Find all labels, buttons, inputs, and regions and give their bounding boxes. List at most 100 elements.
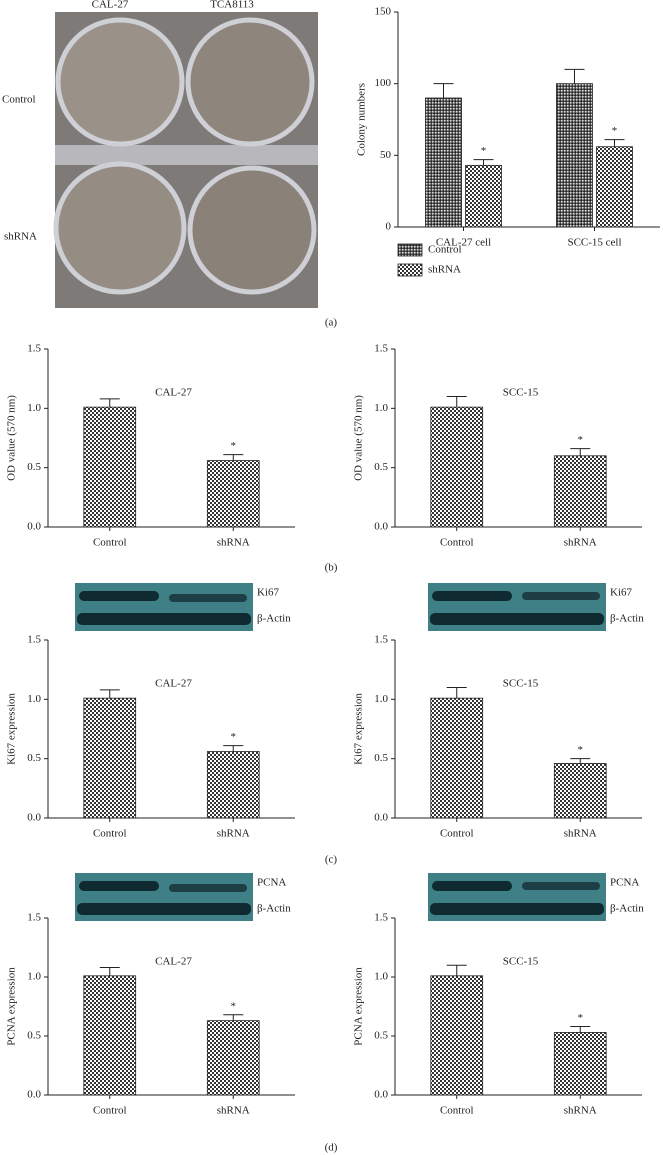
significance-mark: * — [481, 145, 487, 157]
error-bar — [223, 745, 244, 752]
blot-band — [522, 882, 600, 890]
bar — [556, 83, 593, 228]
y-tick-label: 0.0 — [27, 812, 41, 824]
error-bar — [473, 159, 494, 166]
x-tick-label: CAL-27 cell — [436, 237, 491, 249]
error-bar — [570, 758, 591, 764]
y-tick-label: 1.5 — [374, 634, 388, 646]
blot-band — [432, 881, 512, 891]
chart-title: CAL-27 — [155, 956, 192, 968]
panel-label: (b) — [325, 562, 338, 574]
y-tick-label: 1.5 — [374, 912, 388, 924]
y-tick-label: 100 — [375, 77, 392, 89]
blot-label: β-Actin — [610, 613, 644, 625]
bar — [430, 697, 484, 819]
panel-label: (c) — [325, 854, 338, 866]
y-tick-label: 1.5 — [374, 343, 388, 355]
significance-mark: * — [578, 434, 584, 446]
y-tick-label: 0.5 — [374, 752, 388, 764]
blot-band — [522, 592, 600, 600]
y-tick-label: 1.5 — [27, 912, 41, 924]
y-tick-label: 0.5 — [374, 1030, 388, 1042]
y-tick-label: 1.0 — [374, 693, 388, 705]
error-bar — [564, 68, 585, 84]
x-tick-label: SCC-15 cell — [567, 237, 621, 249]
error-bar — [446, 395, 467, 408]
chart-title: CAL-27 — [155, 387, 192, 399]
y-tick-label: 0.0 — [374, 521, 388, 533]
blot-band — [79, 591, 159, 601]
photo-column-label: TCA8113 — [210, 0, 254, 11]
panel-label: (a) — [325, 317, 338, 329]
significance-mark: * — [231, 1000, 237, 1012]
significance-mark: * — [578, 744, 584, 756]
y-tick-label: 1.0 — [27, 402, 41, 414]
y-tick-label: 0 — [386, 221, 392, 233]
error-bar — [433, 83, 454, 98]
x-tick-label: Control — [93, 828, 127, 840]
y-axis-label: Ki67 expression — [353, 693, 365, 765]
error-bar — [99, 689, 120, 699]
x-tick-label: shRNA — [564, 1105, 597, 1117]
y-tick-label: 0.5 — [27, 752, 41, 764]
blot-label: β-Actin — [257, 613, 291, 625]
panel-label: (d) — [325, 1142, 338, 1154]
blot-label: PCNA — [610, 877, 639, 889]
bar — [553, 763, 607, 819]
y-axis-label: OD value (570 nm) — [353, 395, 365, 481]
y-tick-label: 0.5 — [374, 461, 388, 473]
photo-row-label: Control — [2, 94, 36, 106]
bar — [430, 975, 484, 1096]
y-tick-label: 1.5 — [27, 343, 41, 355]
blot-label: Ki67 — [257, 587, 280, 599]
error-bar — [446, 964, 467, 976]
y-tick-label: 0.5 — [27, 461, 41, 473]
bar — [83, 697, 137, 819]
legend-label: shRNA — [428, 264, 461, 276]
blot-band — [430, 613, 604, 625]
legend-swatch — [397, 263, 423, 277]
photo-row-label: shRNA — [4, 231, 37, 243]
chart-title: SCC-15 — [503, 387, 539, 399]
blot-band — [77, 613, 251, 625]
y-axis-label: OD value (570 nm) — [6, 395, 18, 481]
bar — [83, 406, 137, 528]
significance-mark: * — [612, 125, 618, 137]
y-tick-label: 0.0 — [374, 812, 388, 824]
bar — [553, 455, 607, 528]
chart-title: SCC-15 — [503, 956, 539, 968]
blot-band — [432, 591, 512, 601]
y-tick-label: 0.0 — [27, 521, 41, 533]
blot-label: PCNA — [257, 877, 286, 889]
blot-band — [77, 903, 251, 915]
x-tick-label: shRNA — [217, 1105, 250, 1117]
x-tick-label: Control — [93, 537, 127, 549]
error-bar — [604, 139, 625, 147]
blot-label: β-Actin — [257, 903, 291, 915]
bar — [553, 1032, 607, 1096]
y-axis-label: PCNA expression — [353, 967, 365, 1046]
photo-column-label: CAL-27 — [92, 0, 129, 11]
bar — [206, 1020, 260, 1096]
chart-title: SCC-15 — [503, 678, 539, 690]
y-tick-label: 150 — [375, 6, 392, 18]
blot-band — [79, 881, 159, 891]
bar — [596, 146, 633, 228]
y-tick-label: 0.5 — [27, 1030, 41, 1042]
error-bar — [570, 1026, 591, 1033]
x-tick-label: Control — [440, 828, 474, 840]
significance-mark: * — [231, 440, 237, 452]
blot-band — [430, 903, 604, 915]
colony-photo — [53, 12, 318, 308]
significance-mark: * — [578, 1012, 584, 1024]
x-tick-label: shRNA — [564, 828, 597, 840]
blot-band — [169, 884, 247, 892]
bar — [425, 97, 462, 228]
error-bar — [223, 454, 244, 461]
y-tick-label: 1.0 — [27, 693, 41, 705]
error-bar — [570, 448, 591, 456]
y-tick-label: 1.5 — [27, 634, 41, 646]
y-tick-label: 0.0 — [27, 1089, 41, 1101]
legend-label: Control — [428, 244, 462, 256]
